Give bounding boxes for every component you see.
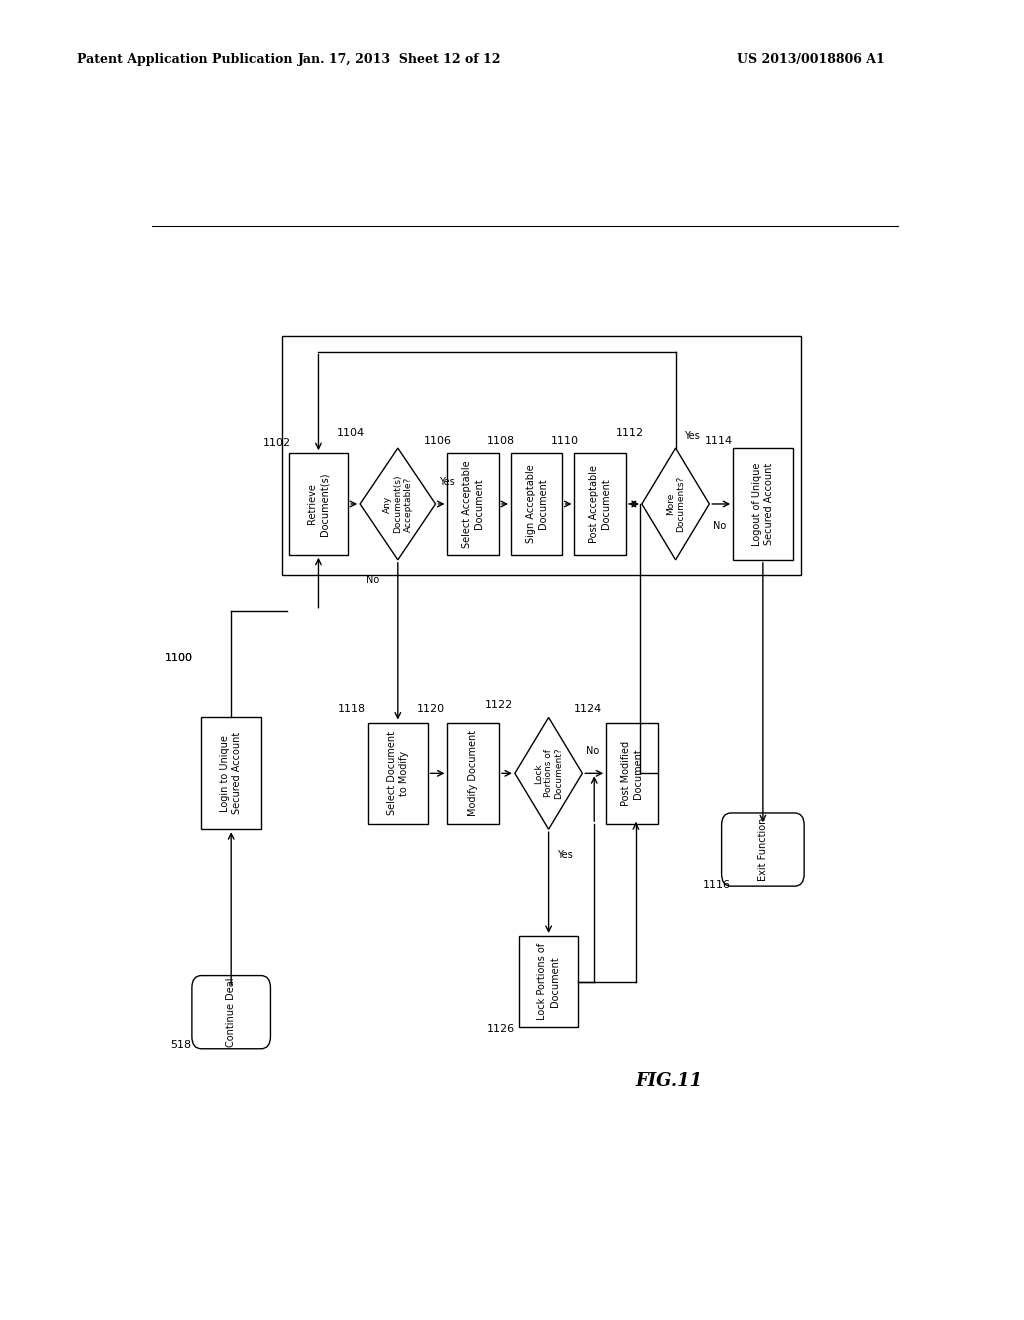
- FancyBboxPatch shape: [519, 936, 579, 1027]
- Text: Jan. 17, 2013  Sheet 12 of 12: Jan. 17, 2013 Sheet 12 of 12: [298, 53, 501, 66]
- Text: US 2013/0018806 A1: US 2013/0018806 A1: [737, 53, 885, 66]
- FancyBboxPatch shape: [447, 453, 499, 554]
- Text: 1114: 1114: [705, 436, 733, 446]
- Text: Patent Application Publication: Patent Application Publication: [77, 53, 292, 66]
- Polygon shape: [515, 718, 583, 829]
- Text: Modify Document: Modify Document: [468, 730, 478, 816]
- Text: Post Modified
Document: Post Modified Document: [621, 741, 643, 807]
- Polygon shape: [360, 447, 435, 560]
- Text: Post Acceptable
Document: Post Acceptable Document: [589, 465, 611, 543]
- Text: 1106: 1106: [424, 436, 452, 446]
- Text: Login to Unique
Secured Account: Login to Unique Secured Account: [220, 733, 243, 814]
- FancyBboxPatch shape: [447, 722, 499, 824]
- FancyBboxPatch shape: [722, 813, 804, 886]
- Text: Yes: Yes: [557, 850, 572, 859]
- Text: 1122: 1122: [484, 700, 513, 710]
- Text: Select Acceptable
Document: Select Acceptable Document: [462, 461, 484, 548]
- Text: Sign Acceptable
Document: Sign Acceptable Document: [525, 465, 548, 544]
- Text: 1108: 1108: [487, 436, 515, 446]
- FancyBboxPatch shape: [606, 722, 657, 824]
- Text: 1124: 1124: [574, 705, 602, 714]
- FancyBboxPatch shape: [202, 718, 261, 829]
- FancyBboxPatch shape: [191, 975, 270, 1049]
- FancyBboxPatch shape: [574, 453, 626, 554]
- Text: 1100: 1100: [165, 653, 194, 664]
- Text: 1118: 1118: [338, 705, 367, 714]
- Text: Yes: Yes: [439, 477, 456, 487]
- Text: Lock
Portions of
Document?: Lock Portions of Document?: [534, 747, 563, 799]
- Text: More
Documents?: More Documents?: [666, 475, 685, 532]
- Text: 1102: 1102: [262, 438, 291, 447]
- Text: No: No: [714, 521, 727, 532]
- Text: FIG.11: FIG.11: [636, 1072, 703, 1090]
- Text: Logout of Unique
Secured Account: Logout of Unique Secured Account: [752, 462, 774, 545]
- Text: Yes: Yes: [684, 430, 699, 441]
- Text: 1104: 1104: [336, 428, 365, 438]
- FancyBboxPatch shape: [289, 453, 348, 554]
- FancyBboxPatch shape: [368, 722, 428, 824]
- Text: Any
Document(s)
Acceptable?: Any Document(s) Acceptable?: [383, 475, 413, 533]
- Text: No: No: [367, 576, 379, 585]
- Text: 518: 518: [170, 1040, 191, 1049]
- FancyBboxPatch shape: [511, 453, 562, 554]
- Text: Select Document
to Modify: Select Document to Modify: [387, 731, 409, 816]
- Text: Continue Deal: Continue Deal: [226, 977, 237, 1047]
- Text: 1110: 1110: [551, 436, 579, 446]
- Text: Lock Portions of
Document: Lock Portions of Document: [538, 942, 560, 1020]
- Text: Retrieve
Document(s): Retrieve Document(s): [307, 473, 330, 536]
- Text: Exit Function: Exit Function: [758, 818, 768, 882]
- Text: 1116: 1116: [703, 880, 731, 890]
- Text: No: No: [587, 746, 600, 756]
- Polygon shape: [642, 447, 710, 560]
- FancyBboxPatch shape: [733, 447, 793, 560]
- Text: 1112: 1112: [615, 428, 644, 438]
- Text: 1126: 1126: [487, 1024, 515, 1035]
- Text: 1120: 1120: [417, 705, 444, 714]
- Text: 1100: 1100: [165, 653, 194, 664]
